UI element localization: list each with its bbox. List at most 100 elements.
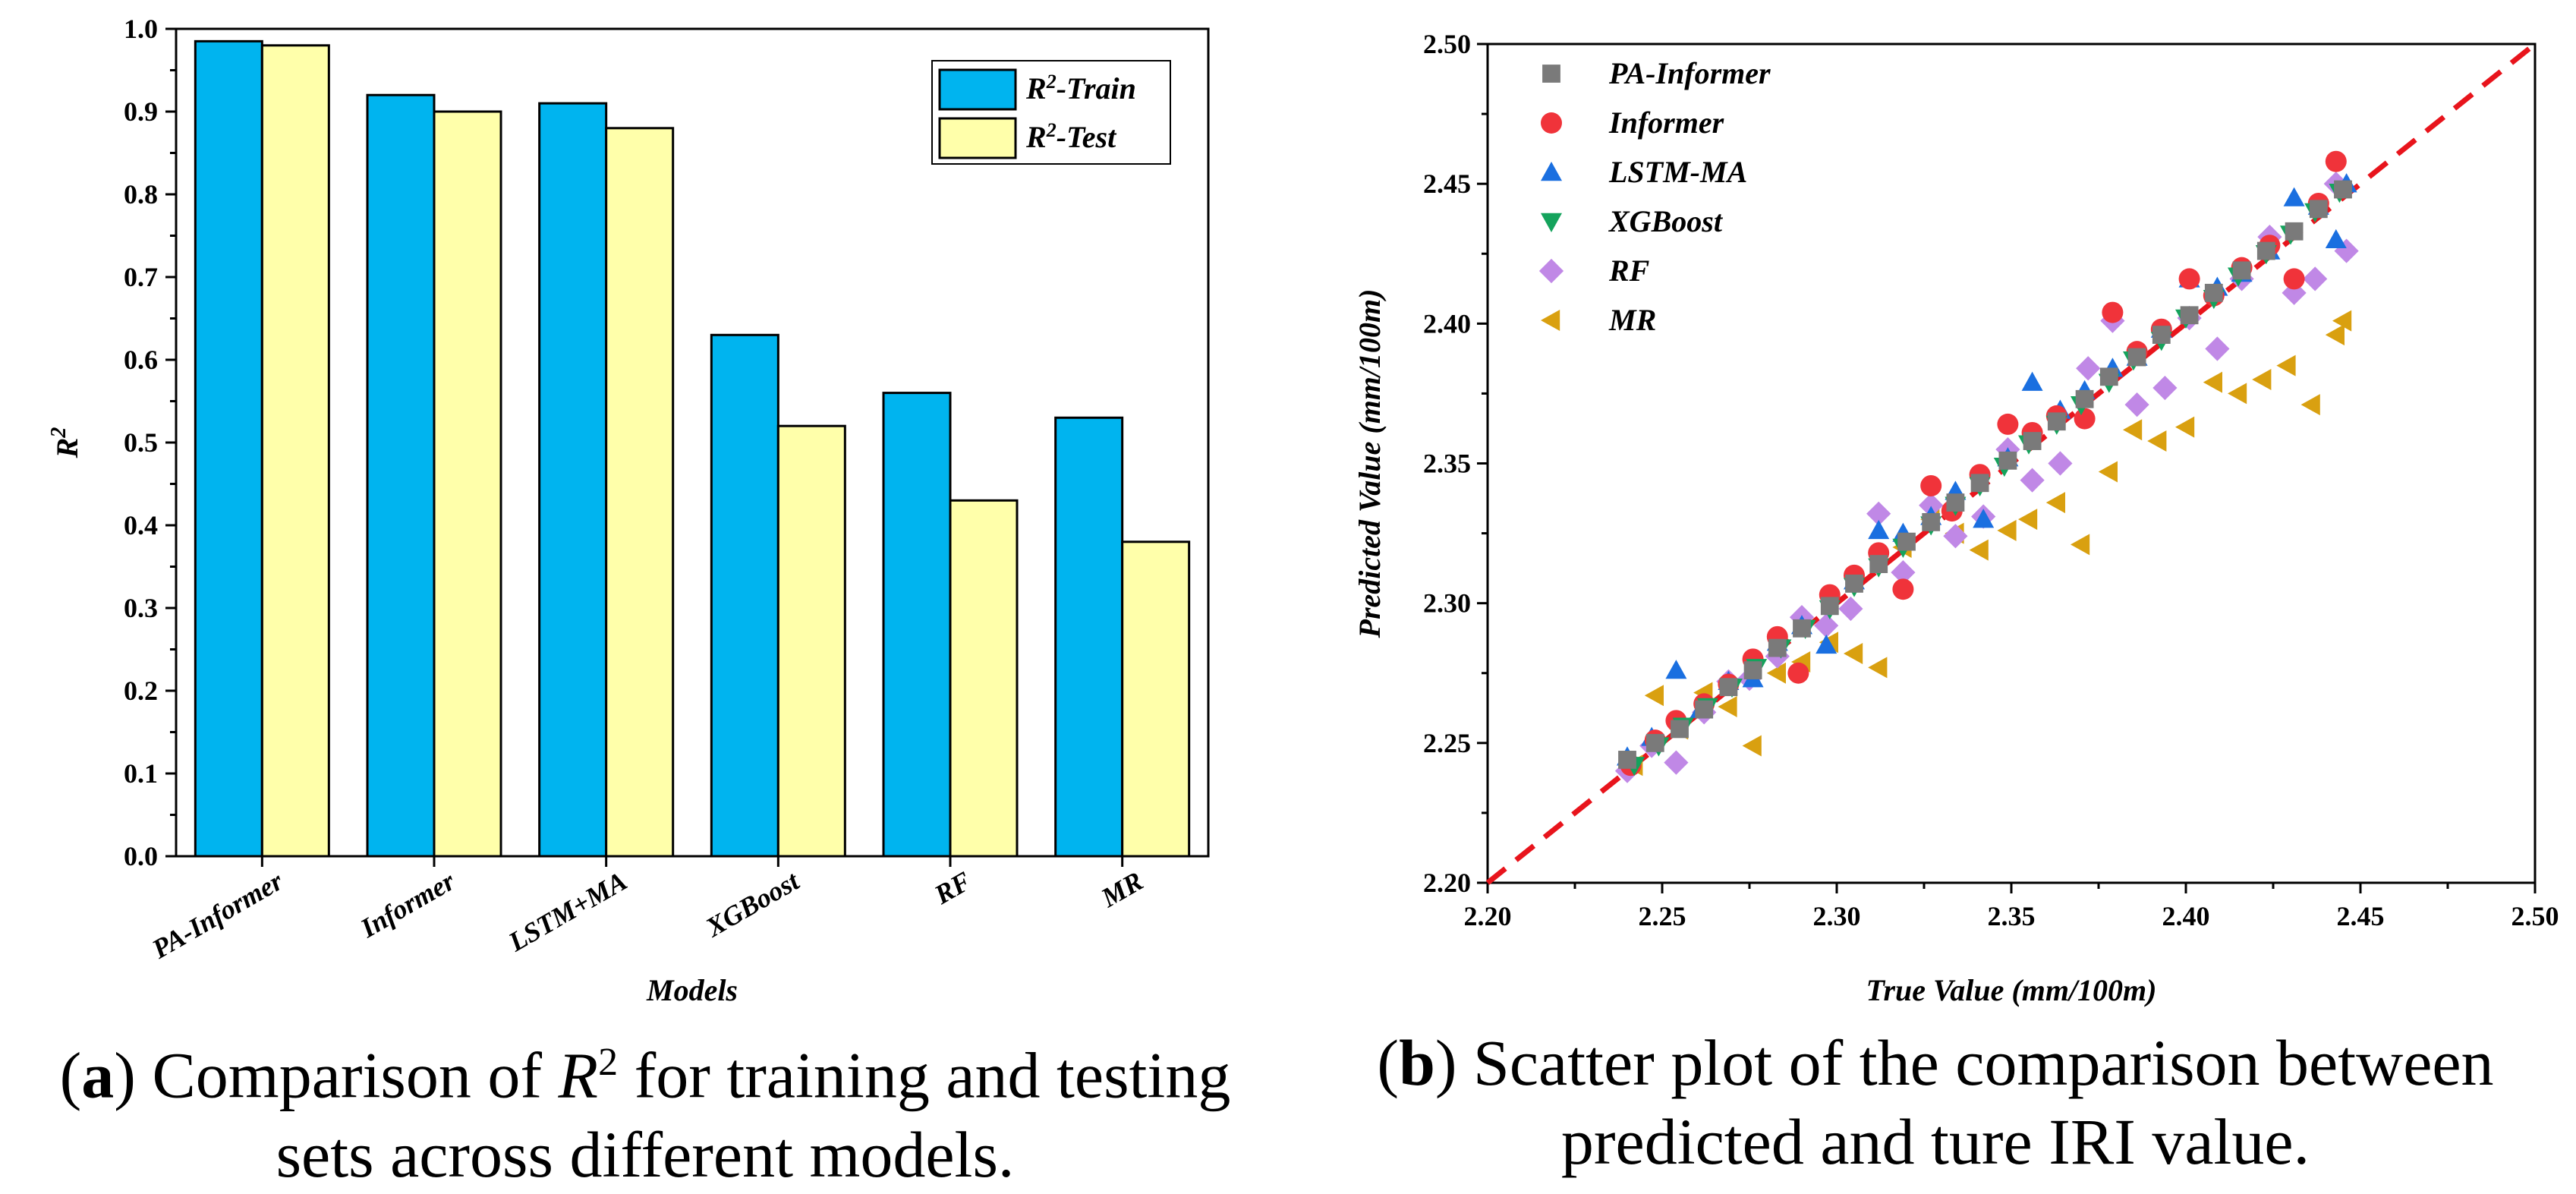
point-lstm-ma (2283, 187, 2305, 206)
point-mr (2123, 419, 2143, 441)
point-pa-informer (1743, 661, 1762, 679)
legend-marker-pa-informer (1542, 65, 1560, 83)
x-tick-label: 2.35 (1988, 901, 2036, 931)
caption-a-text-2: for training and testing sets across dif… (276, 1038, 1231, 1191)
x-tick-label: 2.40 (2162, 901, 2210, 931)
point-pa-informer (1695, 700, 1714, 719)
bar-r2-train-lstm-ma (538, 102, 608, 858)
point-pa-informer (1946, 493, 1965, 512)
point-pa-informer (1671, 720, 1689, 739)
chart-a-r2-comparison: 0.0 0.1 0.2 0.3 0.4 0.5 0.6 0.7 0.8 0.9 1.0 PA-Info… (0, 0, 1290, 1017)
y-tick-label: 0.1 (124, 758, 158, 789)
y-tick-label: 0.2 (124, 676, 158, 706)
point-rf (1814, 613, 1839, 638)
legend-label-sup: 2 (1046, 71, 1057, 93)
point-mr (2252, 369, 2272, 390)
point-pa-informer (2047, 412, 2066, 431)
point-rf (2020, 468, 2045, 493)
y-tick-label: 2.20 (1423, 868, 1471, 898)
point-mr (2175, 416, 2195, 438)
legend-marker-rf (1538, 258, 1564, 284)
point-pa-informer (2152, 326, 2171, 344)
legend-swatch-r2-test (938, 117, 1017, 159)
y-tick-label: 0.3 (124, 593, 158, 623)
point-lstm-ma (1973, 509, 1995, 528)
y-axis-title: Predicted Value (mm/100m) (1353, 289, 1387, 639)
series-mr (1623, 310, 2352, 777)
point-pa-informer (2256, 241, 2275, 260)
point-pa-informer (1719, 678, 1738, 697)
x-tick-label: 2.50 (2511, 901, 2559, 931)
caption-b-text: Scatter plot of the comparison between p… (1456, 1026, 2494, 1178)
point-lstm-ma (1868, 519, 1890, 540)
y-tick-label: 0.0 (124, 841, 158, 871)
x-tick-label-lstm-ma: LSTM+MA (502, 865, 631, 957)
point-pa-informer (1869, 555, 1888, 573)
point-rf (1919, 493, 1944, 518)
x-tick-label-pa-informer: PA-Informer (146, 865, 288, 965)
point-mr (2071, 534, 2090, 556)
point-informer (2325, 150, 2347, 172)
point-rf (1664, 750, 1689, 775)
point-mr (2147, 430, 2167, 452)
x-tick-label: 2.30 (1813, 901, 1861, 931)
x-tick-label: 2.25 (1639, 901, 1686, 931)
x-tick-label-rf: RF (929, 865, 976, 910)
y-tick-label: 2.25 (1423, 728, 1471, 758)
x-tick-label-informer: Informer (354, 865, 461, 944)
point-informer (2074, 408, 2096, 430)
legend-marker-lstm-ma (1541, 162, 1562, 181)
point-pa-informer (2232, 261, 2251, 280)
bar-r2-test-informer (433, 110, 502, 858)
point-pa-informer (1998, 451, 2017, 470)
point-pa-informer (1820, 597, 1839, 616)
caption-b-label: b (1399, 1026, 1435, 1099)
point-pa-informer (2127, 348, 2146, 367)
y-tick-label: 0.9 (124, 96, 158, 127)
legend-label-xgboost: XGBoost (1608, 204, 1724, 238)
caption-a-superscript: 2 (598, 1041, 619, 1084)
x-tick-label: 2.20 (1464, 901, 1512, 931)
point-mr (2332, 310, 2352, 332)
bar-r2-test-mr (1121, 540, 1191, 858)
point-informer (1892, 578, 1914, 600)
point-pa-informer (2334, 180, 2352, 199)
legend-label-rest: -Train (1057, 71, 1136, 106)
y-tick-label: 0.7 (124, 262, 158, 292)
point-pa-informer (1768, 638, 1787, 657)
point-pa-informer (2309, 200, 2328, 219)
bar-r2-train-informer (366, 93, 436, 858)
point-pa-informer (1922, 512, 1941, 531)
bar-r2-test-xgboost (776, 424, 846, 858)
legend-swatch-r2-train (938, 68, 1017, 111)
bar-r2-train-xgboost (710, 333, 779, 858)
point-mr (1718, 695, 1737, 717)
x-axis-title: True Value (mm/100m) (1866, 973, 2157, 1007)
bar-r2-train-rf (882, 392, 952, 858)
point-rf (2205, 336, 2230, 361)
legend-marker-xgboost (1541, 213, 1562, 232)
y-tick-label: 2.45 (1423, 169, 1471, 199)
point-mr (2300, 394, 2320, 416)
bar-r2-test-pa-informer (260, 44, 330, 858)
point-mr (1644, 685, 1664, 707)
point-informer (2178, 268, 2200, 290)
point-mr (2276, 354, 2296, 376)
point-pa-informer (1645, 733, 1664, 752)
y-tick-label: 2.50 (1423, 29, 1471, 59)
point-mr (2228, 383, 2247, 405)
point-pa-informer (1845, 574, 1863, 593)
legend-marker-mr (1541, 310, 1560, 331)
point-mr (2203, 371, 2222, 393)
point-pa-informer (2099, 367, 2118, 386)
point-informer (1787, 662, 1809, 684)
point-mr (1742, 735, 1762, 757)
legend-label-r2-train: R2-Train (1025, 71, 1136, 106)
x-tick-label-mr: MR (1095, 865, 1148, 913)
legend-label-base: R (1025, 71, 1047, 106)
legend-label-pa-informer: PA-Informer (1608, 56, 1771, 90)
caption-a-label: a (81, 1038, 115, 1112)
point-mr (2018, 509, 2038, 531)
bar-r2-train-pa-informer (194, 39, 263, 858)
point-pa-informer (1970, 474, 1989, 493)
